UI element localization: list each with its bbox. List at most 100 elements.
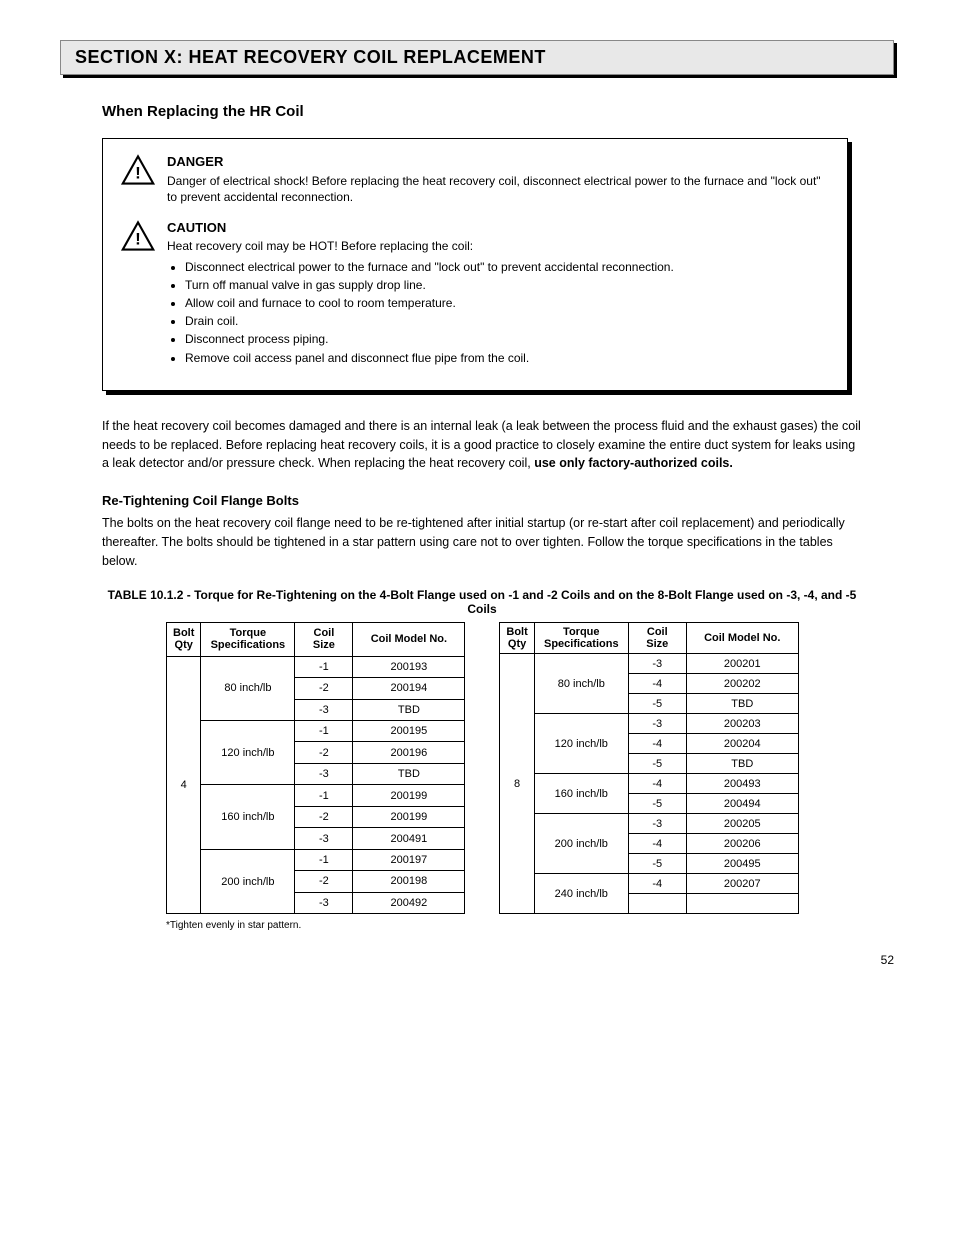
cell-model-no: TBD <box>353 699 465 720</box>
cell-model-no: 200207 <box>686 874 798 894</box>
subsection-heading: When Replacing the HR Coil <box>102 103 894 120</box>
table-title: TABLE 10.1.2 - Torque for Re-Tightening … <box>102 588 862 616</box>
table-row: 200 inch/lb-3200205 <box>500 814 798 834</box>
warning-triangle-icon: ! <box>121 219 155 253</box>
cell-coil-size: -3 <box>628 814 686 834</box>
cell-bolt-qty: 8 <box>500 654 534 914</box>
cell-torque: 120 inch/lb <box>534 714 628 774</box>
cell-model-no: 200193 <box>353 656 465 677</box>
section-title-bar: SECTION X: HEAT RECOVERY COIL REPLACEMEN… <box>60 40 894 75</box>
warning-list-item: Drain coil. <box>185 313 829 329</box>
table-row: 880 inch/lb-3200201 <box>500 654 798 674</box>
warning-list-item: Disconnect electrical power to the furna… <box>185 259 829 275</box>
cell-coil-size: -3 <box>295 892 353 914</box>
cell-model-no: 200205 <box>686 814 798 834</box>
warning-body: CAUTIONHeat recovery coil may be HOT! Be… <box>167 219 829 368</box>
warning-list: Disconnect electrical power to the furna… <box>167 259 829 366</box>
warning-list-item: Disconnect process piping. <box>185 331 829 347</box>
page: SECTION X: HEAT RECOVERY COIL REPLACEMEN… <box>0 0 954 991</box>
cell-model-no: 200206 <box>686 834 798 854</box>
cell-coil-size: -2 <box>295 742 353 763</box>
cell-coil-size: -2 <box>295 871 353 892</box>
cell-coil-size: -4 <box>628 674 686 694</box>
cell-coil-size: -4 <box>628 874 686 894</box>
cell-coil-size: -5 <box>628 794 686 814</box>
cell-model-no: 200199 <box>353 785 465 806</box>
cell-coil-size <box>628 894 686 914</box>
cell-coil-size: -3 <box>295 763 353 784</box>
cell-coil-size: -5 <box>628 694 686 714</box>
cell-model-no: 200494 <box>686 794 798 814</box>
cell-coil-size: -4 <box>628 834 686 854</box>
cell-model-no: 200492 <box>353 892 465 914</box>
cell-coil-size: -3 <box>628 654 686 674</box>
body-text-1b: When replacing the heat recovery coil, <box>318 456 534 470</box>
table-footnote: *Tighten evenly in star pattern. <box>166 920 894 931</box>
cell-model-no: 200493 <box>686 774 798 794</box>
cell-model-no: 200495 <box>686 854 798 874</box>
warning-text: Heat recovery coil may be HOT! Before re… <box>167 238 829 254</box>
body-paragraph-1: If the heat recovery coil becomes damage… <box>102 417 862 473</box>
page-number: 52 <box>881 953 894 967</box>
cell-model-no: 200204 <box>686 734 798 754</box>
cell-coil-size: -1 <box>295 720 353 741</box>
cell-torque: 160 inch/lb <box>201 785 295 849</box>
warning-body: DANGERDanger of electrical shock! Before… <box>167 153 829 205</box>
warning-text: Danger of electrical shock! Before repla… <box>167 173 829 205</box>
cell-coil-size: -2 <box>295 806 353 827</box>
warning-row: ! CAUTIONHeat recovery coil may be HOT! B… <box>121 219 829 368</box>
warning-list-item: Allow coil and furnace to cool to room t… <box>185 295 829 311</box>
cell-bolt-qty: 4 <box>167 656 201 914</box>
warning-row: ! DANGERDanger of electrical shock! Befor… <box>121 153 829 205</box>
warning-list-item: Turn off manual valve in gas supply drop… <box>185 277 829 293</box>
table-row: 120 inch/lb-3200203 <box>500 714 798 734</box>
table-row: 200 inch/lb-1200197 <box>167 849 465 870</box>
warning-title: CAUTION <box>167 219 829 237</box>
warning-box: ! DANGERDanger of electrical shock! Befor… <box>102 138 848 391</box>
tables-container: Bolt QtyTorque SpecificationsCoil SizeCo… <box>166 622 894 914</box>
cell-model-no: 200203 <box>686 714 798 734</box>
table-row: 160 inch/lb-4200493 <box>500 774 798 794</box>
cell-torque: 200 inch/lb <box>201 849 295 914</box>
table-header: Bolt Qty <box>500 623 534 654</box>
cell-model-no: 200202 <box>686 674 798 694</box>
cell-torque: 80 inch/lb <box>201 656 295 720</box>
table-row: 160 inch/lb-1200199 <box>167 785 465 806</box>
cell-torque: 240 inch/lb <box>534 874 628 914</box>
cell-model-no: 200491 <box>353 828 465 849</box>
cell-coil-size: -1 <box>295 849 353 870</box>
cell-coil-size: -3 <box>295 828 353 849</box>
cell-coil-size: -1 <box>295 785 353 806</box>
cell-torque: 80 inch/lb <box>534 654 628 714</box>
cell-model-no: 200196 <box>353 742 465 763</box>
cell-coil-size: -5 <box>628 754 686 774</box>
cell-coil-size: -3 <box>295 699 353 720</box>
cell-model-no: 200199 <box>353 806 465 827</box>
cell-model-no: 200195 <box>353 720 465 741</box>
torque-table-right: Bolt QtyTorque SpecificationsCoil SizeCo… <box>499 622 798 914</box>
cell-model-no: TBD <box>353 763 465 784</box>
svg-text:!: ! <box>135 164 141 183</box>
body-text-1c-bold: use only factory-authorized coils. <box>534 456 733 470</box>
table-row: 120 inch/lb-1200195 <box>167 720 465 741</box>
table-header: Torque Specifications <box>201 623 295 656</box>
table-header: Coil Model No. <box>686 623 798 654</box>
cell-model-no: TBD <box>686 754 798 774</box>
torque-table-left: Bolt QtyTorque SpecificationsCoil SizeCo… <box>166 622 465 914</box>
cell-coil-size: -4 <box>628 774 686 794</box>
cell-coil-size: -3 <box>628 714 686 734</box>
cell-torque: 200 inch/lb <box>534 814 628 874</box>
cell-coil-size: -5 <box>628 854 686 874</box>
cell-model-no: 200201 <box>686 654 798 674</box>
table-header: Torque Specifications <box>534 623 628 654</box>
table-row: 240 inch/lb-4200207 <box>500 874 798 894</box>
cell-torque: 160 inch/lb <box>534 774 628 814</box>
subheading: Re-Tightening Coil Flange Bolts <box>102 493 894 508</box>
table-header: Bolt Qty <box>167 623 201 656</box>
warning-triangle-icon: ! <box>121 153 155 187</box>
svg-text:!: ! <box>135 229 141 248</box>
table-header: Coil Size <box>295 623 353 656</box>
cell-coil-size: -1 <box>295 656 353 677</box>
table-header: Coil Model No. <box>353 623 465 656</box>
cell-model-no: 200194 <box>353 678 465 699</box>
